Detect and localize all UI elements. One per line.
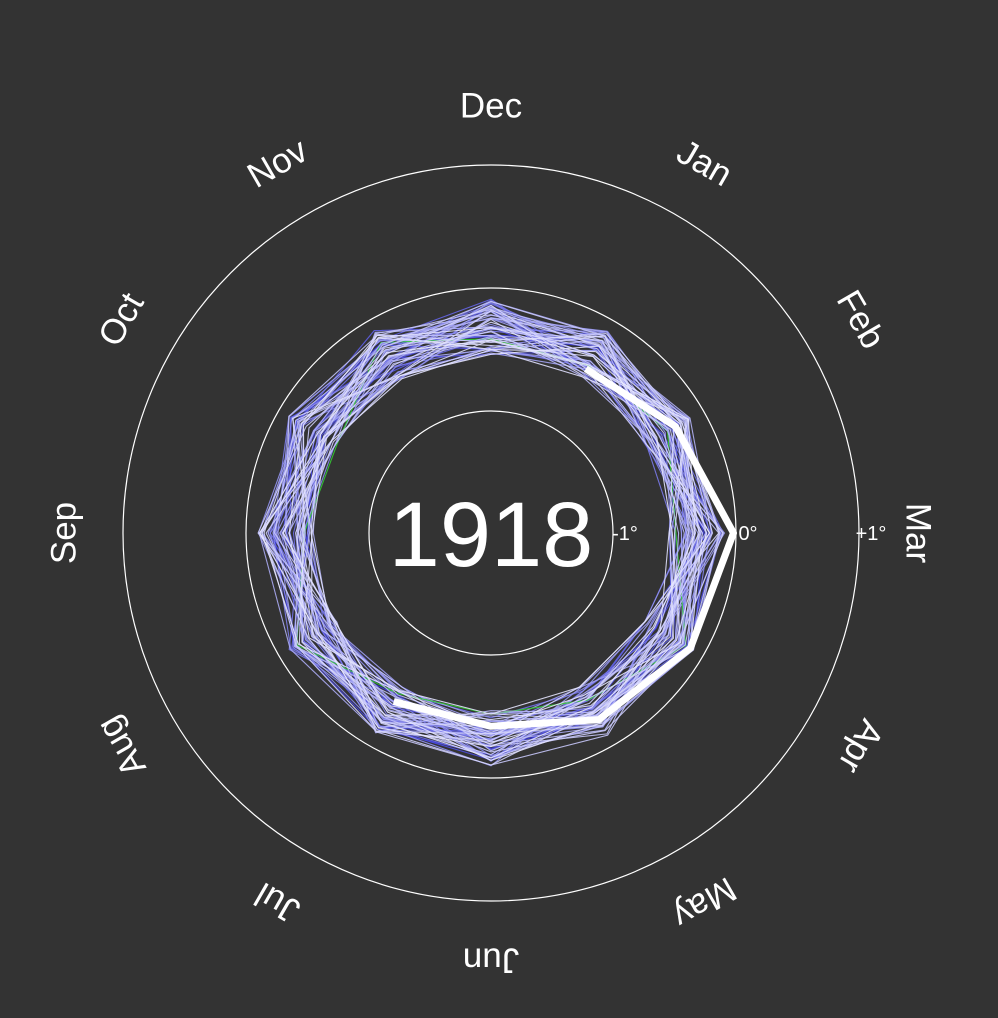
month-label-dec: Dec [460, 87, 522, 126]
past-year-line [312, 339, 695, 734]
ring-label: -1° [612, 523, 638, 545]
past-year-line [263, 304, 724, 735]
month-label-mar: Mar [899, 503, 938, 564]
month-label-sep: Sep [45, 502, 84, 564]
past-year-line [298, 334, 689, 721]
past-year-line [297, 314, 685, 735]
ring-label: +1° [856, 523, 887, 545]
month-label-jun: Jun [463, 941, 519, 980]
past-year-line [296, 338, 687, 715]
past-year-line [301, 340, 687, 721]
ring-plus1 [122, 164, 860, 902]
past-year-line [295, 321, 700, 745]
past-year-line [293, 330, 693, 762]
past-year-line [301, 301, 689, 747]
past-year-line [282, 349, 707, 761]
past-year-line [297, 331, 721, 756]
current-year-line [392, 365, 737, 730]
past-year-line [265, 332, 714, 733]
past-year-line [261, 345, 682, 728]
ring-minus1 [368, 410, 614, 656]
current-year-label: 1918 [389, 484, 594, 586]
past-year-line [259, 339, 696, 748]
past-year-line [288, 326, 711, 715]
ring-label: 0° [738, 523, 757, 545]
past-year-line [282, 309, 720, 738]
